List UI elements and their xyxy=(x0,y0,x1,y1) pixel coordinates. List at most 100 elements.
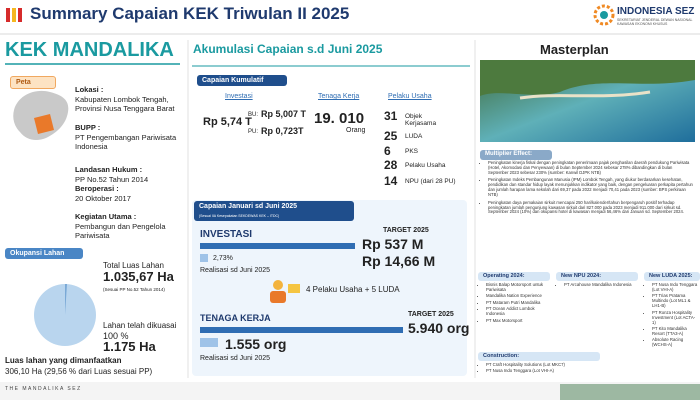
bullet-list: Peningkatan kinerja fiskal dengan pening… xyxy=(480,160,694,215)
panel-title: Capaian Januari sd Juni 2025 xyxy=(199,203,298,210)
list-title: Operating 2024: xyxy=(478,272,550,282)
value: Rp 0,723T xyxy=(261,126,304,136)
item-list: Bisnis Balap Motorsport untuk Pariwisata… xyxy=(478,282,548,324)
list-item: PT Nusa Indo Tenggara (Lot VHI-A) xyxy=(652,282,698,293)
kek-name: KEK MANDALIKA xyxy=(5,39,174,61)
count-label: Pelaku Usaha xyxy=(405,162,446,169)
list-item: PT Max Motorsport xyxy=(486,318,548,324)
label: Lahan telah dikuasai xyxy=(103,321,177,330)
value: 19. 010 xyxy=(314,110,365,127)
masterplan-land xyxy=(480,60,695,96)
value: 306,10 Ha (29,56 % dari Luas sesuai PP) xyxy=(5,367,153,376)
section-heading: Akumulasi Capaian s.d Juni 2025 xyxy=(193,42,383,56)
profile-text: Pembangun dan Pengelola Pariwisata xyxy=(75,222,166,240)
accent xyxy=(6,8,10,22)
logo-subtitle: SEKRETARIAT JENDERAL DEWAN NASIONAL KAWA… xyxy=(617,18,693,27)
logo-title: INDONESIA SEZ xyxy=(617,6,695,17)
list-box: PT Craft Hospitality Solutions (Lot MKC7… xyxy=(478,362,598,376)
label: Luas lahan yang dimanfaatkan xyxy=(5,356,122,365)
column-title: Pelaku Usaha xyxy=(388,93,432,100)
count-label: NPU (dari 28 PU) xyxy=(405,178,456,185)
multiplier-list: Peningkatan kinerja fiskal dengan pening… xyxy=(480,160,694,218)
list-title: Construction: xyxy=(478,352,600,362)
label: TARGET 2025 xyxy=(383,227,429,234)
label: Realisasi sd Juni 2025 xyxy=(200,355,271,362)
profile-label: Kegiatan Utama : xyxy=(75,212,137,221)
metric-title: TENAGA KERJA xyxy=(200,313,271,323)
logo-icon xyxy=(593,4,615,26)
count-label: Objek Kerjasama xyxy=(405,113,437,128)
profile-text: PP No.52 Tahun 2014 xyxy=(75,175,149,184)
list-item: Mandalika Nation Experience xyxy=(486,293,548,299)
map-zone xyxy=(34,114,54,134)
count-label: PKS xyxy=(405,148,419,155)
list-box: PT Arcahouse Mandalika Indonesia xyxy=(556,282,636,289)
section-label: Okupansi Lahan xyxy=(5,248,83,260)
value: Rp 14,66 M xyxy=(362,253,436,269)
person-icon xyxy=(270,280,300,303)
section-label: Capaian Januari sd Juni 2025 (Sesuai IIA … xyxy=(194,201,354,222)
value: 1.175 Ha xyxy=(103,339,156,354)
unit: Orang xyxy=(346,127,366,134)
land-pie-slice xyxy=(65,283,67,315)
value: Rp 5,007 T xyxy=(261,109,307,119)
profile-label: Beroperasi : xyxy=(75,184,119,193)
column-title: Investasi xyxy=(225,93,253,100)
value: Rp 537 M xyxy=(362,236,424,252)
value: 100 % xyxy=(103,331,129,341)
label: TARGET 2025 xyxy=(408,311,454,318)
realized-bar xyxy=(200,338,218,347)
footer-text: THE MANDALIKA SEZ xyxy=(5,386,82,392)
list-item: PT Mataram Putri Mandalika xyxy=(486,300,548,306)
item-list: PT Nusa Indo Tenggara (Lot VHI-A)PT Tria… xyxy=(644,282,698,348)
count: 31 xyxy=(384,109,398,123)
label: PU: xyxy=(248,129,259,135)
masterplan-beach xyxy=(519,90,651,100)
label: Total Luas Lahan xyxy=(103,261,164,270)
profile-label: BUPP : xyxy=(75,123,101,132)
label: Realisasi sd Juni 2025 xyxy=(200,267,271,274)
list-item: Absolute Racing (WCHS-A) xyxy=(652,337,698,348)
section-heading: Masterplan xyxy=(540,42,609,57)
profile-label: Landasan Hukum : xyxy=(75,165,143,174)
value: 5.940 org xyxy=(408,320,470,336)
value: Rp 5,74 T xyxy=(203,116,252,128)
list-item: PT Craft Hospitality Solutions (Lot MKC7… xyxy=(486,362,598,368)
profile-text: Kabupaten Lombok Tengah, Provinsi Nusa T… xyxy=(75,95,175,113)
list-item: PT Ocean Addict Lombok Indonesia xyxy=(486,306,548,317)
value: 1.555 org xyxy=(225,336,287,352)
map-island xyxy=(13,90,69,140)
item-list: PT Arcahouse Mandalika Indonesia xyxy=(556,282,636,288)
list-box: PT Nusa Indo Tenggara (Lot VHI-A)PT Tria… xyxy=(644,282,698,350)
list-item: PT Kito Mandalika Resort (TTA3-A) xyxy=(652,326,698,337)
profile-text: PT Pengembangan Pariwisata Indonesia xyxy=(75,133,177,151)
profile-label: Lokasi : xyxy=(75,85,104,94)
list-title: New NPU 2024: xyxy=(556,272,638,282)
footer-band xyxy=(0,382,700,400)
realized-bar xyxy=(200,254,208,262)
target-bar xyxy=(200,327,403,333)
count: 6 xyxy=(384,144,391,158)
note: (Sesuai PP No.52 Tahun 2014) xyxy=(103,287,165,292)
list-item: PT Arcahouse Mandalika Indonesia xyxy=(564,282,636,288)
section-label: Capaian Kumulatif xyxy=(197,75,287,87)
section-label: Multiplier Effect: xyxy=(480,150,552,160)
accent xyxy=(12,8,16,22)
panel-subtitle: (Sesuai IIA Kesepakatan SEKDEWAS KEK – I… xyxy=(199,214,280,219)
list-item: PT Ronza Hospitality Investment (Lot ACT… xyxy=(652,310,698,326)
bullet: Peningkatan daya pemakaian sirkuit menca… xyxy=(488,200,694,215)
bullet: Peningkatan Indeks Pembangunan Manusia (… xyxy=(488,178,694,197)
metric-title: INVESTASI xyxy=(200,229,253,240)
section-label: Peta xyxy=(10,76,56,90)
list-title: New LUDA 2025: xyxy=(644,272,700,282)
list-item: Bisnis Balap Motorsport untuk Pariwisata xyxy=(486,282,548,293)
footer-image xyxy=(560,384,700,400)
count: 14 xyxy=(384,174,398,188)
business-summary: 4 Pelaku Usaha + 5 LUDA xyxy=(306,285,400,294)
bullet: Peningkatan kinerja fiskal dengan pening… xyxy=(488,160,694,175)
list-item: PT Trias Pratama Multindo (Lot ML1 & LH1… xyxy=(652,293,698,309)
profile-text: 20 Oktober 2017 xyxy=(75,194,131,203)
accent xyxy=(18,8,22,22)
